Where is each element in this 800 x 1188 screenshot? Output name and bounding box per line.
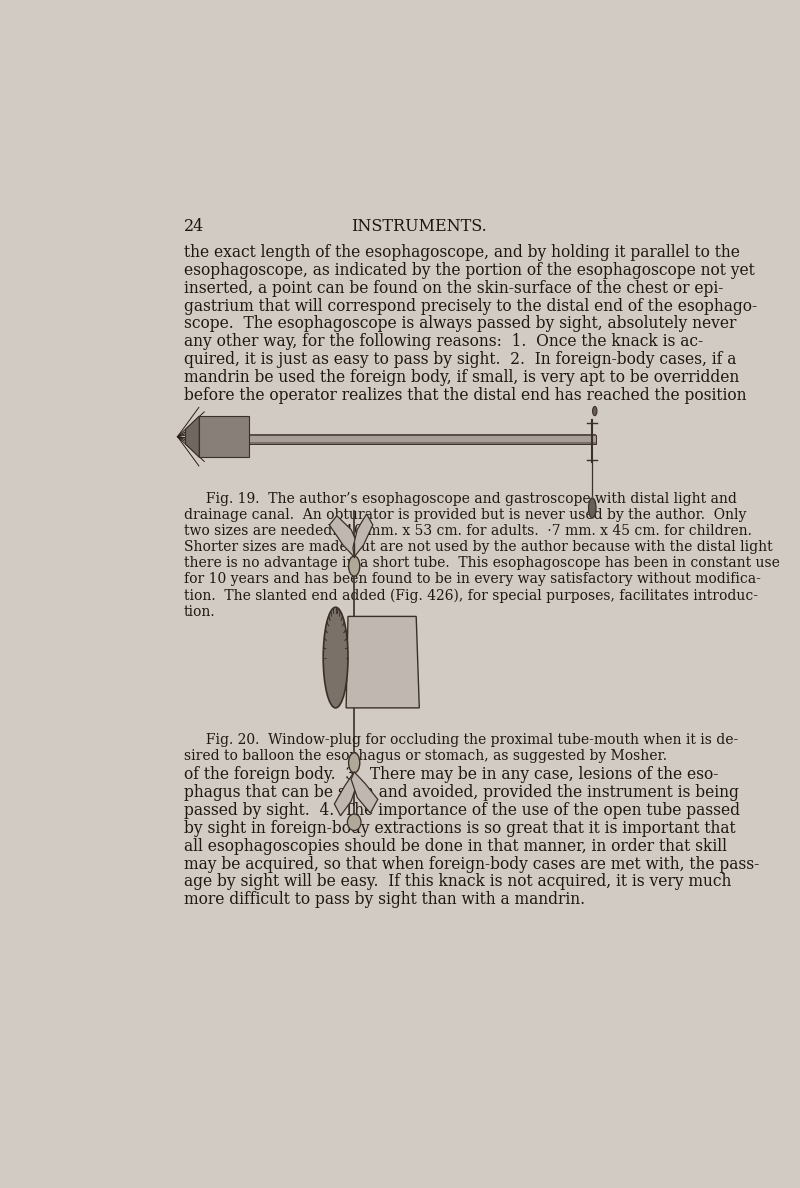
Text: inserted, a point can be found on the skin-surface of the chest or epi-: inserted, a point can be found on the sk… — [184, 280, 723, 297]
Text: of the foreign body.  3.  There may be in any case, lesions of the eso-: of the foreign body. 3. There may be in … — [184, 766, 718, 783]
Text: Fig. 20.  Window-plug for occluding the proximal tube-mouth when it is de-: Fig. 20. Window-plug for occluding the p… — [184, 733, 738, 746]
Bar — [246, 442, 596, 443]
Ellipse shape — [323, 607, 348, 708]
Ellipse shape — [589, 498, 596, 518]
Text: gastrium that will correspond precisely to the distal end of the esophago-: gastrium that will correspond precisely … — [184, 298, 757, 315]
Text: passed by sight.  4.  The importance of the use of the open tube passed: passed by sight. 4. The importance of th… — [184, 802, 740, 819]
Text: esophagoscope, as indicated by the portion of the esophagoscope not yet: esophagoscope, as indicated by the porti… — [184, 261, 754, 279]
Text: more difficult to pass by sight than with a mandrin.: more difficult to pass by sight than wit… — [184, 891, 585, 909]
Text: tion.: tion. — [184, 605, 215, 619]
Text: scope.  The esophagoscope is always passed by sight, absolutely never: scope. The esophagoscope is always passe… — [184, 316, 736, 333]
Text: may be acquired, so that when foreign-body cases are met with, the pass-: may be acquired, so that when foreign-bo… — [184, 855, 759, 873]
Text: by sight in foreign-body extractions is so great that it is important that: by sight in foreign-body extractions is … — [184, 820, 735, 836]
Text: Fig. 19.  The author’s esophagoscope and gastroscope with distal light and: Fig. 19. The author’s esophagoscope and … — [184, 493, 737, 506]
Text: Shorter sizes are made but are not used by the author because with the distal li: Shorter sizes are made but are not used … — [184, 541, 772, 555]
Polygon shape — [330, 516, 359, 557]
Ellipse shape — [349, 753, 360, 773]
Polygon shape — [346, 617, 419, 708]
Polygon shape — [334, 772, 358, 816]
Ellipse shape — [347, 814, 361, 830]
Ellipse shape — [593, 406, 597, 416]
Bar — [246, 435, 596, 436]
Polygon shape — [351, 772, 378, 813]
Bar — [246, 435, 596, 443]
Text: quired, it is just as easy to pass by sight.  2.  In foreign-body cases, if a: quired, it is just as easy to pass by si… — [184, 352, 736, 368]
Text: for 10 years and has been found to be in every way satisfactory without modifica: for 10 years and has been found to be in… — [184, 573, 761, 587]
Polygon shape — [353, 514, 373, 557]
Text: phagus that can be seen and avoided, provided the instrument is being: phagus that can be seen and avoided, pro… — [184, 784, 738, 801]
Text: two sizes are needed.  10 mm. x 53 cm. for adults.  ·7 mm. x 45 cm. for children: two sizes are needed. 10 mm. x 53 cm. fo… — [184, 524, 751, 538]
Text: sired to balloon the esophagus or stomach, as suggested by Mosher.: sired to balloon the esophagus or stomac… — [184, 748, 666, 763]
Ellipse shape — [349, 556, 360, 576]
Text: 24: 24 — [184, 219, 204, 235]
Bar — [199, 416, 249, 457]
Text: all esophagoscopies should be done in that manner, in order that skill: all esophagoscopies should be done in th… — [184, 838, 726, 855]
Text: before the operator realizes that the distal end has reached the position: before the operator realizes that the di… — [184, 387, 746, 404]
Text: INSTRUMENTS.: INSTRUMENTS. — [351, 219, 487, 235]
Text: mandrin be used the foreign body, if small, is very apt to be overridden: mandrin be used the foreign body, if sma… — [184, 369, 739, 386]
Text: there is no advantage in a short tube.  This esophagoscope has been in constant : there is no advantage in a short tube. T… — [184, 556, 779, 570]
Polygon shape — [186, 416, 199, 457]
Text: drainage canal.  An obturator is provided but is never used by the author.  Only: drainage canal. An obturator is provided… — [184, 508, 746, 523]
Text: the exact length of the esophagoscope, and by holding it parallel to the: the exact length of the esophagoscope, a… — [184, 244, 739, 261]
Text: any other way, for the following reasons:  1.  Once the knack is ac-: any other way, for the following reasons… — [184, 334, 703, 350]
Text: age by sight will be easy.  If this knack is not acquired, it is very much: age by sight will be easy. If this knack… — [184, 873, 731, 891]
Text: tion.  The slanted end added (Fig. 426), for special purposes, facilitates intro: tion. The slanted end added (Fig. 426), … — [184, 588, 758, 602]
Bar — [246, 429, 249, 435]
